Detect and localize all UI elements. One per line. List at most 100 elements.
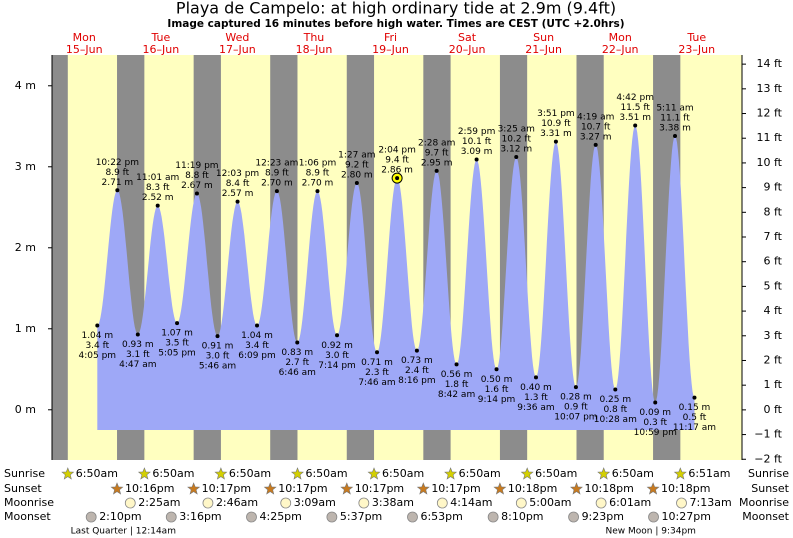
sunrise-time: 6:50am (612, 467, 654, 480)
tide-label: 4:19 am (577, 112, 614, 122)
tide-label: 9.4 ft (385, 156, 409, 166)
date: 21–Jun (525, 43, 562, 56)
tide-point (692, 395, 697, 400)
moonrise-time: 4:14am (450, 496, 492, 509)
tide-point (215, 334, 220, 339)
tide-point (494, 367, 499, 372)
tide-label: 8:16 pm (398, 376, 436, 386)
y2-tick-label: −2 ft (754, 452, 782, 465)
moonset-icon (246, 511, 257, 523)
tide-label: 2:59 pm (458, 127, 496, 137)
tide-label: 11.5 ft (620, 103, 650, 113)
tide-label: 10.7 ft (581, 122, 611, 132)
moonset-time: 3:16pm (179, 510, 221, 523)
tide-label: 8.9 ft (265, 169, 289, 179)
sunrise-time: 6:50am (152, 467, 194, 480)
tide-label: 2.70 m (261, 179, 293, 189)
sunrise-icon (137, 467, 151, 480)
tide-point (354, 180, 359, 185)
tide-label: 0.28 m (560, 393, 592, 403)
y2-tick-label: 2 ft (764, 353, 783, 366)
tide-label: 4:05 pm (79, 351, 117, 361)
tide-label: 7:46 am (358, 378, 395, 388)
tide-label: 2.4 ft (405, 366, 429, 376)
tide-label: 3.4 ft (85, 341, 109, 351)
tide-label: 3.4 ft (245, 341, 269, 351)
tide-label: 1.8 ft (445, 380, 469, 390)
tide-label: 0.9 ft (564, 403, 588, 413)
sunrise-icon (291, 467, 304, 480)
tide-label: 2.67 m (181, 181, 213, 191)
tide-label: 0.56 m (441, 370, 473, 380)
tide-label: 6:46 am (279, 368, 316, 378)
sunset-time: 10:18pm (661, 482, 710, 495)
tide-point (673, 134, 678, 138)
tide-label: 2.71 m (102, 178, 134, 188)
tide-label: 3.51 m (619, 113, 651, 123)
moonrise-icon (124, 497, 136, 509)
tide-label: 0.5 ft (683, 413, 707, 423)
tide-label: 0.25 m (599, 395, 631, 405)
moonset-icon (85, 511, 97, 523)
tide-label: 7:14 pm (318, 361, 356, 371)
tide-point (274, 189, 279, 194)
sunrise-icon (61, 467, 75, 480)
tide-point (533, 375, 538, 380)
sunrise-icon (520, 467, 534, 480)
sunrise-icon (597, 467, 611, 480)
sunrise-icon (214, 467, 228, 480)
sunset-time: 10:17pm (202, 482, 251, 495)
sunset-time: 10:18pm (508, 482, 557, 495)
tide-label: 2.3 ft (365, 368, 389, 378)
weekday: Mon (609, 31, 632, 44)
sunrise-time: 6:51am (688, 467, 730, 480)
tide-point (434, 168, 439, 173)
sunset-icon (110, 482, 124, 495)
chart-subtitle: Image captured 16 minutes before high wa… (167, 18, 624, 30)
tide-point (175, 321, 180, 326)
weekday: Mon (73, 31, 96, 44)
tide-label: 3.38 m (659, 124, 691, 134)
y2-tick-label: 12 ft (757, 107, 783, 120)
moonset-icon (648, 511, 659, 523)
tide-label: 8.4 ft (226, 179, 250, 189)
row-label: Moonset (4, 510, 51, 523)
tide-label: 1.07 m (161, 329, 193, 339)
date: 23–Jun (678, 43, 715, 56)
sunrise-icon (444, 467, 458, 480)
tide-label: 12:03 pm (216, 169, 259, 179)
y-tick-label: 0 m (15, 403, 36, 416)
date: 20–Jun (449, 43, 486, 56)
tide-label: 10.2 ft (502, 135, 532, 145)
tide-label: 0.8 ft (603, 405, 627, 415)
row-label: Sunrise (748, 467, 789, 480)
y-tick-label: 3 m (15, 160, 36, 173)
moonset-icon (487, 511, 499, 523)
sunset-icon (340, 482, 354, 495)
tide-label: 5:05 pm (158, 349, 196, 359)
tide-label: 2.95 m (421, 158, 453, 168)
y2-tick-label: 7 ft (764, 230, 783, 243)
tide-point (514, 155, 519, 160)
moonrise-icon (202, 497, 214, 509)
tide-label: 10:59 pm (634, 428, 677, 438)
y2-tick-label: 3 ft (764, 329, 783, 342)
tide-label: 8.8 ft (185, 171, 209, 181)
moonset-icon (326, 511, 338, 523)
tide-label: 4:47 am (119, 360, 156, 370)
row-label: Sunrise (4, 467, 45, 480)
moonset-time: 6:53pm (420, 510, 462, 523)
sunset-icon (263, 482, 277, 495)
tide-label: 3.12 m (500, 145, 532, 155)
tide-label: 10:07 pm (554, 413, 597, 423)
tide-point (235, 199, 240, 204)
tide-label: 5:11 am (656, 104, 693, 114)
row-label: Moonrise (4, 496, 54, 509)
moon-phase: New Moon | 9:34pm (606, 527, 696, 537)
tide-point (295, 340, 300, 345)
moonrise-icon (280, 497, 292, 509)
sunrise-time: 6:50am (229, 467, 271, 480)
weekday: Wed (225, 31, 249, 44)
moonrise-time: 3:38am (372, 496, 414, 509)
tide-label: 3.5 ft (165, 339, 189, 349)
